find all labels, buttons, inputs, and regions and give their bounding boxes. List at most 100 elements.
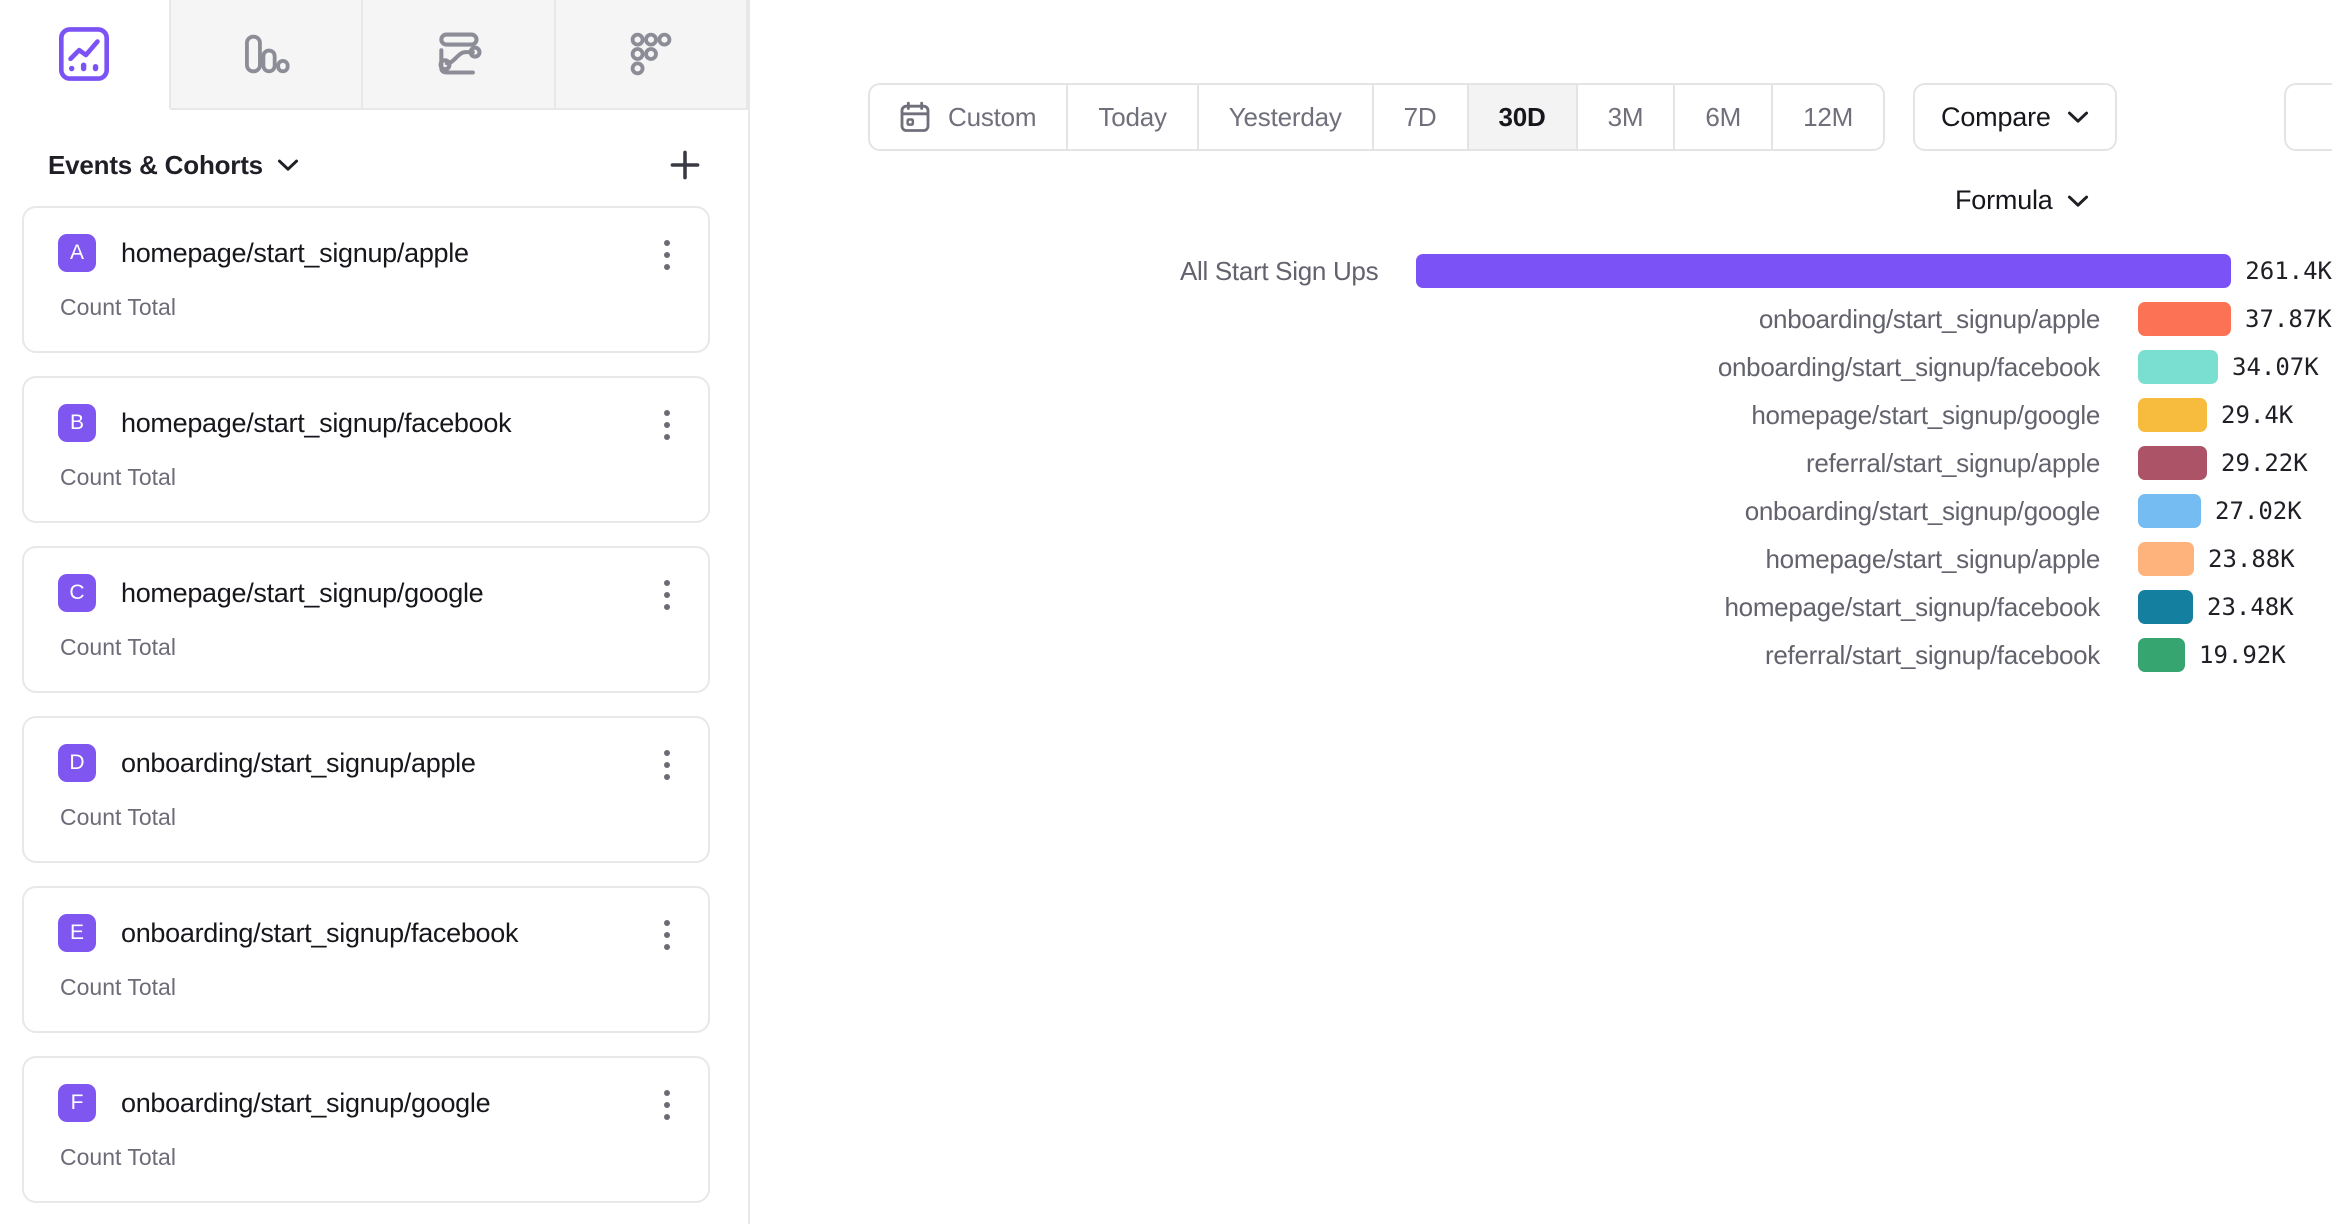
bar-category-label: onboarding/start_signup/apple: [1758, 303, 2100, 334]
plus-icon[interactable]: [668, 148, 702, 182]
line-chart-icon: [59, 27, 110, 81]
bar-value-label: 34.07K: [2232, 353, 2319, 381]
bar-value-label: 23.88K: [2208, 545, 2295, 573]
date-range-segmented-control: Custom Today Yesterday 7D 30D 3M 6M 12M: [868, 83, 1886, 151]
kebab-menu-icon[interactable]: [660, 916, 674, 954]
bar-category-label: homepage/start_signup/facebook: [1724, 591, 2101, 622]
range-label: 6M: [1705, 101, 1742, 132]
bar-category-label: onboarding/start_signup/facebook: [1717, 351, 2100, 382]
bar-chart-row[interactable]: referral/start_signup/apple 29.22K: [750, 439, 2332, 487]
event-badge: F: [58, 1084, 96, 1122]
bar-and-value: 19.92K: [2138, 638, 2332, 672]
bar-and-value: 27.02K: [2138, 494, 2332, 528]
sidebar-header: Events & Cohorts: [0, 110, 748, 184]
bar: [2138, 398, 2207, 432]
dots-grid-icon: [628, 30, 674, 78]
bar-and-value: 261.4K: [1416, 254, 2332, 288]
kebab-menu-icon[interactable]: [660, 406, 674, 444]
event-name: onboarding/start_signup/google: [121, 1087, 491, 1118]
event-measure: Count Total: [60, 804, 176, 830]
range-label: 3M: [1607, 101, 1644, 132]
date-range-toolbar: Custom Today Yesterday 7D 30D 3M 6M 12M Compare: [868, 83, 2117, 151]
event-measure: Count Total: [60, 634, 176, 660]
chevron-down-icon: [2067, 194, 2089, 208]
view-type-tabbar: [0, 0, 749, 110]
event-name: homepage/start_signup/apple: [121, 237, 469, 268]
kebab-menu-icon[interactable]: [660, 746, 674, 784]
tab-journeys[interactable]: [363, 0, 556, 110]
range-today[interactable]: Today: [1068, 85, 1199, 149]
bar-and-value: 23.48K: [2138, 590, 2332, 624]
bar: [2138, 638, 2185, 672]
bar-value-label: 29.22K: [2221, 449, 2308, 477]
kebab-menu-icon[interactable]: [660, 236, 674, 274]
range-7d[interactable]: 7D: [1374, 85, 1469, 149]
bar-chart-row[interactable]: onboarding/start_signup/google 27.02K: [750, 487, 2332, 535]
bar-value-label: 261.4K: [2245, 257, 2332, 285]
chevron-down-icon[interactable]: [277, 158, 299, 172]
range-label: 30D: [1498, 101, 1546, 132]
main-panel: Custom Today Yesterday 7D 30D 3M 6M 12M Compare…: [750, 0, 2332, 1224]
bar-value-label: 29.4K: [2221, 401, 2294, 429]
compare-button[interactable]: Compare: [1913, 83, 2117, 151]
range-label: 7D: [1403, 101, 1437, 132]
chevron-down-icon: [2067, 110, 2089, 124]
kebab-menu-icon[interactable]: [660, 1086, 674, 1124]
bar: [2138, 446, 2207, 480]
bar-chart-row[interactable]: onboarding/start_signup/apple 37.87K: [750, 295, 2332, 343]
range-30d[interactable]: 30D: [1468, 85, 1578, 149]
tab-funnels[interactable]: [170, 0, 364, 110]
bar-chart-row[interactable]: homepage/start_signup/apple 23.88K: [750, 535, 2332, 583]
kebab-menu-icon[interactable]: [660, 576, 674, 614]
bar-chart-row[interactable]: homepage/start_signup/google 29.4K: [750, 391, 2332, 439]
bar-category-label: onboarding/start_signup/google: [1744, 495, 2101, 526]
tab-more[interactable]: [555, 0, 749, 110]
chart-column-headers: Formula Value: [750, 185, 2332, 241]
range-label: Yesterday: [1228, 101, 1342, 132]
bar-chart: Formula Value All Start Sign Ups 261.4K on…: [750, 185, 2332, 679]
flow-path-icon: [432, 29, 484, 79]
range-label: 12M: [1803, 101, 1854, 132]
event-badge: C: [58, 574, 96, 612]
bar: [2138, 590, 2193, 624]
event-name: onboarding/start_signup/apple: [121, 747, 476, 778]
event-badge: A: [58, 234, 96, 272]
bar-and-value: 37.87K: [2138, 302, 2332, 336]
bar: [2138, 542, 2194, 576]
event-badge: B: [58, 404, 96, 442]
bar-chart-row[interactable]: All Start Sign Ups 261.4K: [750, 247, 2332, 295]
event-name: homepage/start_signup/facebook: [121, 407, 512, 438]
event-measure: Count Total: [60, 1144, 176, 1170]
tab-insights[interactable]: [0, 0, 171, 110]
overflow-control[interactable]: [2284, 83, 2332, 151]
bar-value-label: 27.02K: [2215, 497, 2302, 525]
range-12m[interactable]: 12M: [1773, 85, 1883, 149]
compare-label: Compare: [1941, 101, 2051, 132]
bar-category-label: homepage/start_signup/apple: [1765, 543, 2101, 574]
event-badge: D: [58, 744, 96, 782]
formula-column-header[interactable]: Formula: [1955, 185, 2089, 216]
bar-value-label: 19.92K: [2199, 641, 2286, 669]
bar-chart-rows: All Start Sign Ups 261.4K onboarding/start…: [750, 247, 2332, 679]
range-6m[interactable]: 6M: [1675, 85, 1774, 149]
range-3m[interactable]: 3M: [1578, 85, 1676, 149]
bar-category-label: All Start Sign Ups: [1179, 255, 1379, 286]
calendar-icon: [900, 101, 930, 133]
bar-chart-row[interactable]: onboarding/start_signup/facebook 34.07K: [750, 343, 2332, 391]
range-custom[interactable]: Custom: [870, 85, 1069, 149]
funnel-bars-icon: [240, 30, 292, 78]
event-name: onboarding/start_signup/facebook: [121, 917, 519, 948]
range-yesterday[interactable]: Yesterday: [1199, 85, 1374, 149]
bar-chart-row[interactable]: homepage/start_signup/facebook 23.48K: [750, 583, 2332, 631]
bar-chart-row[interactable]: referral/start_signup/facebook 19.92K: [750, 631, 2332, 679]
bar-and-value: 34.07K: [2138, 350, 2332, 384]
